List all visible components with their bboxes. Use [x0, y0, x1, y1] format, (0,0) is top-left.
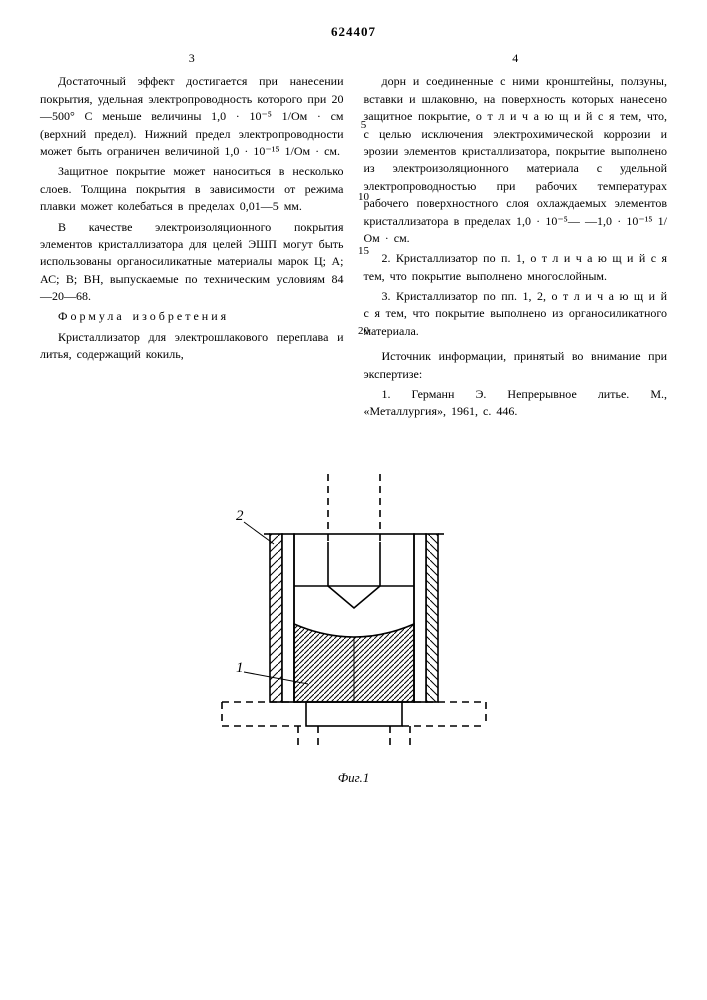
page-number-right: 4 [364, 50, 668, 67]
figure-1: 21 Фиг.1 [40, 464, 667, 786]
body-paragraph: Достаточный эффект достигается при нанес… [40, 73, 344, 160]
line-number: 20 [354, 326, 374, 337]
source-heading: Источник информации, принятый во внимани… [364, 348, 668, 383]
source-body: 1. Германн Э. Непрерывное литье. М., «Ме… [364, 386, 668, 421]
body-paragraph: Защитное покрытие может наноситься в нес… [40, 163, 344, 215]
page-number-left: 3 [40, 50, 344, 67]
figure-svg: 21 [214, 464, 494, 764]
document-number: 624407 [40, 24, 667, 40]
two-column-body: 5 10 15 20 3 Достаточный эффект достигае… [40, 50, 667, 424]
line-number: 10 [354, 192, 374, 203]
body-paragraph: В качестве электроизоляционного покрытия… [40, 219, 344, 306]
body-paragraph: 2. Кристаллизатор по п. 1, о т л и ч а ю… [364, 250, 668, 285]
line-number: 15 [354, 246, 374, 257]
right-column: 4 дорн и соединенные с ними кронштейны, … [364, 50, 668, 424]
body-paragraph: Кристаллизатор для электрошлакового пере… [40, 329, 344, 364]
svg-text:1: 1 [236, 660, 244, 676]
left-column: 3 Достаточный эффект достигается при нан… [40, 50, 344, 424]
svg-text:2: 2 [236, 508, 244, 524]
formula-heading: Формула изобретения [40, 308, 344, 325]
body-paragraph: дорн и соединенные с ними кронштейны, по… [364, 73, 668, 247]
figure-caption: Фиг.1 [40, 770, 667, 786]
line-number: 5 [354, 120, 374, 131]
body-paragraph: 3. Кристаллизатор по пп. 1, 2, о т л и ч… [364, 288, 668, 340]
